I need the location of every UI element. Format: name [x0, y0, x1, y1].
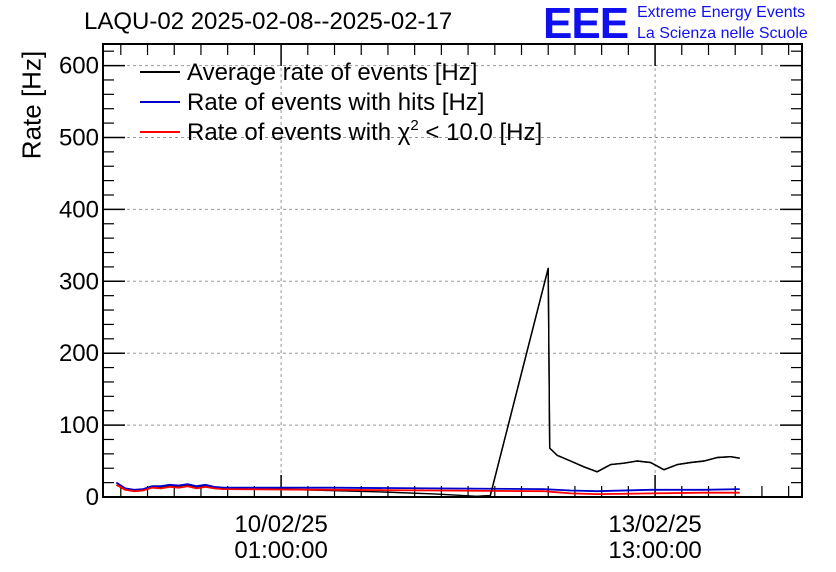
legend-label-3-chi: χ [398, 119, 411, 146]
series-line-1-overlay [476, 268, 740, 497]
y-tick-label: 500 [59, 124, 99, 151]
legend-label-3: Rate of events with χ2 < 10.0 [Hz] [187, 117, 542, 146]
y-tick-label: 600 [59, 53, 99, 80]
y-tick-label: 0 [86, 484, 99, 511]
series-line-3 [115, 484, 740, 495]
x-tick-label-time: 13:00:00 [608, 537, 701, 564]
y-tick-label: 300 [59, 268, 99, 295]
eee-logo: EEE [543, 0, 629, 48]
y-tick-label: 100 [59, 412, 99, 439]
logo-line-2: La Scienza nelle Scuole [637, 25, 808, 42]
legend-label-3-sup: 2 [410, 117, 418, 134]
series-line-2 [115, 481, 740, 493]
legend-label-3-text-post: < 10.0 [Hz] [419, 119, 542, 146]
logo-line-1: Extreme Energy Events [637, 4, 806, 21]
x-tick-label-date: 13/02/25 [608, 511, 701, 538]
chart-title: LAQU-02 2025-02-08--2025-02-17 [84, 8, 453, 35]
plot-frame [102, 43, 803, 498]
x-tick-label-time: 01:00:00 [234, 537, 327, 564]
legend-label-3-text-pre: Rate of events with [187, 119, 398, 146]
legend-label-2: Rate of events with hits [Hz] [187, 89, 484, 116]
x-tick-label-date: 10/02/25 [234, 511, 327, 538]
legend-label-1: Average rate of events [Hz] [187, 59, 477, 86]
y-tick-label: 200 [59, 340, 99, 367]
y-tick-label: 400 [59, 196, 99, 223]
